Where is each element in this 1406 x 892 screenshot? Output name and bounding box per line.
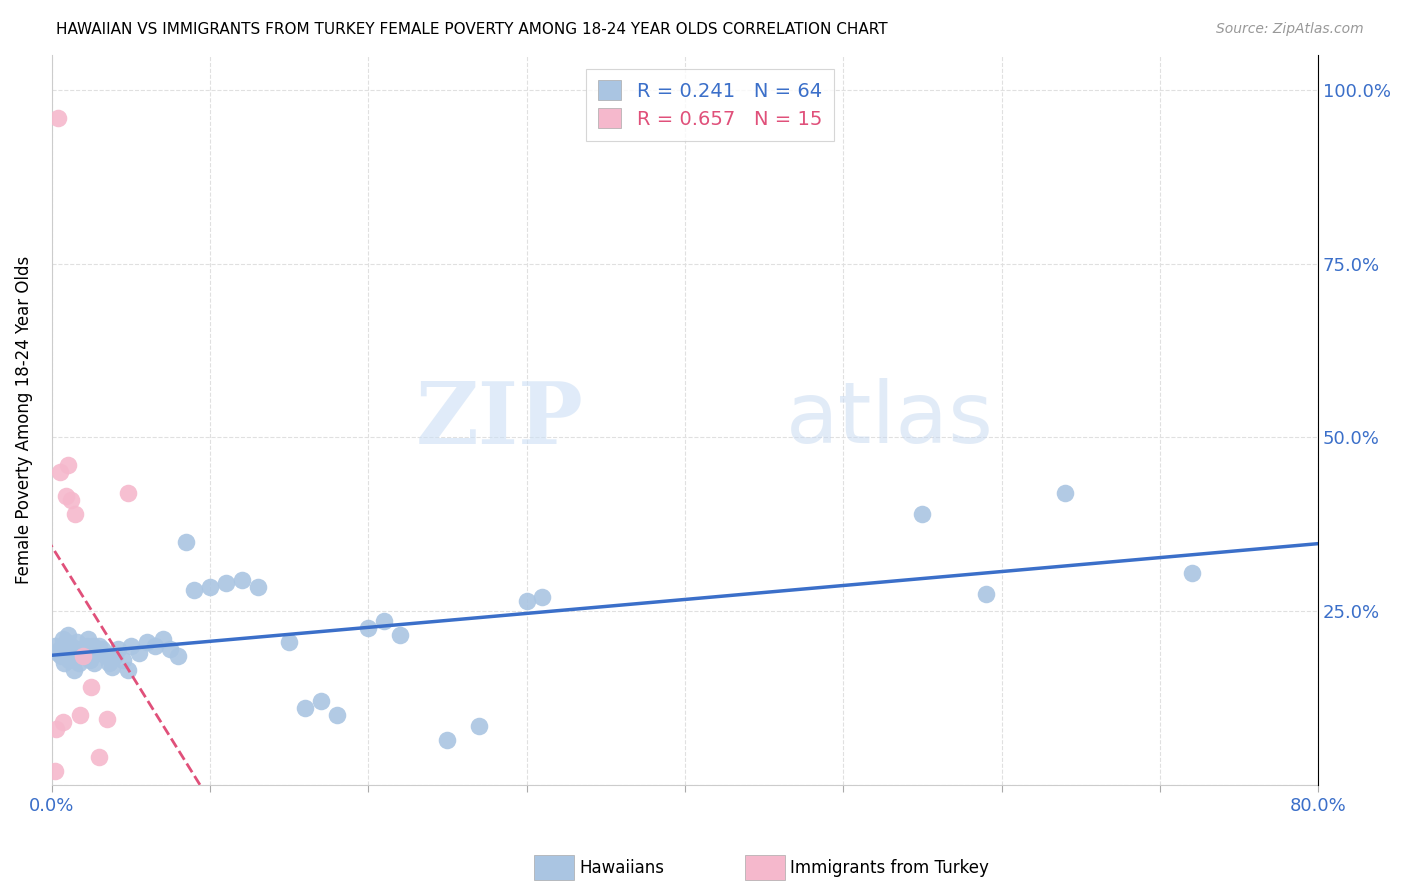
Point: [48, 465, 70, 479]
Point: [63, 663, 86, 677]
Point: [357, 621, 380, 635]
Point: [48, 642, 70, 657]
Point: [69, 642, 91, 657]
Point: [152, 632, 174, 646]
Point: [94, 649, 117, 664]
Point: [51, 649, 73, 664]
Point: [44, 764, 66, 778]
Point: [60, 649, 83, 664]
Point: [65, 507, 87, 521]
Point: [294, 701, 316, 715]
Point: [69, 708, 91, 723]
Point: [80, 681, 103, 695]
Point: [104, 649, 127, 664]
Point: [974, 587, 997, 601]
Point: [58, 653, 80, 667]
Point: [1180, 566, 1202, 580]
Point: [309, 694, 332, 708]
Point: [56, 642, 79, 657]
Point: [77, 632, 100, 646]
Point: [67, 656, 90, 670]
Point: [55, 635, 77, 649]
Point: [143, 639, 166, 653]
Point: [911, 507, 934, 521]
Point: [246, 580, 269, 594]
Point: [56, 458, 79, 472]
Point: [46, 111, 69, 125]
Point: [97, 656, 120, 670]
Point: [516, 593, 538, 607]
Point: [79, 653, 101, 667]
Text: Immigrants from Turkey: Immigrants from Turkey: [790, 859, 988, 877]
Point: [373, 615, 395, 629]
Point: [135, 635, 157, 649]
Point: [56, 628, 79, 642]
Point: [128, 646, 150, 660]
Point: [80, 642, 103, 657]
Point: [531, 590, 554, 604]
Point: [53, 656, 76, 670]
Point: [468, 719, 491, 733]
Point: [183, 583, 205, 598]
Point: [111, 653, 134, 667]
Point: [89, 750, 111, 764]
Point: [45, 722, 67, 736]
Point: [70, 649, 93, 664]
Point: [231, 573, 253, 587]
Point: [325, 708, 347, 723]
Point: [52, 632, 75, 646]
Point: [1053, 486, 1076, 500]
Point: [167, 649, 190, 664]
Point: [44, 639, 66, 653]
Point: [198, 580, 221, 594]
Point: [120, 639, 142, 653]
Text: Source: ZipAtlas.com: Source: ZipAtlas.com: [1216, 22, 1364, 37]
Point: [59, 492, 82, 507]
Point: [66, 635, 89, 649]
Point: [55, 489, 77, 503]
Point: [215, 576, 238, 591]
Text: HAWAIIAN VS IMMIGRANTS FROM TURKEY FEMALE POVERTY AMONG 18-24 YEAR OLDS CORRELAT: HAWAIIAN VS IMMIGRANTS FROM TURKEY FEMAL…: [56, 22, 887, 37]
Point: [89, 639, 111, 653]
Point: [388, 628, 411, 642]
Point: [72, 642, 94, 657]
Point: [46, 646, 69, 660]
Point: [159, 642, 181, 657]
Text: atlas: atlas: [786, 378, 994, 461]
Point: [91, 642, 114, 657]
Point: [176, 534, 198, 549]
Point: [436, 732, 458, 747]
Point: [52, 715, 75, 730]
Point: [278, 635, 301, 649]
Text: ZIP: ZIP: [416, 378, 583, 462]
Point: [101, 659, 124, 673]
Point: [117, 486, 139, 500]
Point: [72, 649, 94, 664]
Point: [76, 639, 98, 653]
Point: [59, 639, 82, 653]
Point: [73, 649, 96, 664]
Point: [96, 712, 118, 726]
Point: [84, 646, 107, 660]
Point: [83, 656, 105, 670]
Point: [65, 646, 87, 660]
Point: [117, 663, 139, 677]
Y-axis label: Female Poverty Among 18-24 Year Olds: Female Poverty Among 18-24 Year Olds: [15, 256, 32, 584]
Point: [82, 639, 104, 653]
Point: [107, 642, 129, 657]
Text: Hawaiians: Hawaiians: [579, 859, 664, 877]
Legend: R = 0.241   N = 64, R = 0.657   N = 15: R = 0.241 N = 64, R = 0.657 N = 15: [586, 69, 834, 141]
